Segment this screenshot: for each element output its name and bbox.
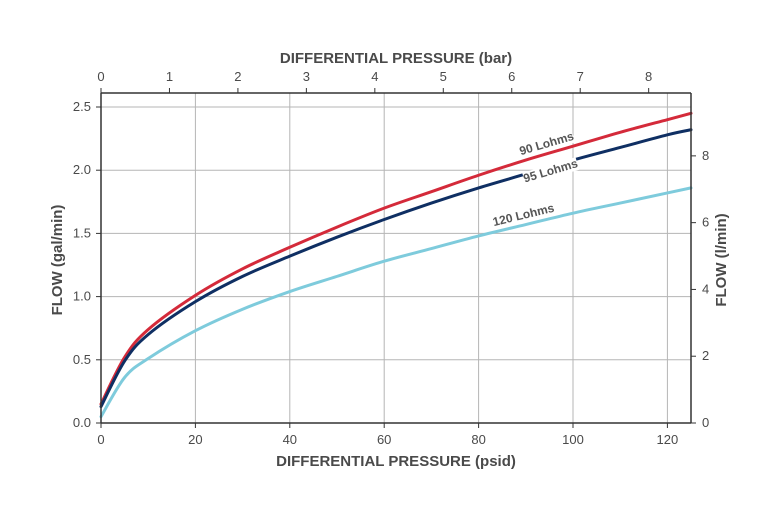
y-tick-label-right: 4 [702, 281, 709, 296]
x-tick-label-bottom: 20 [188, 432, 202, 447]
y-tick-label-left: 1.5 [73, 225, 91, 240]
x-tick-label-bottom: 0 [97, 432, 104, 447]
series-line-120-lohms [99, 186, 693, 419]
y-tick-label-right: 6 [702, 215, 709, 230]
x-tick-label-top: 8 [645, 69, 652, 84]
x-tick-label-top: 3 [303, 69, 310, 84]
x-tick-label-bottom: 40 [283, 432, 297, 447]
y-axis-title-left: FLOW (gal/min) [49, 205, 66, 316]
series-label-background [518, 129, 576, 159]
y-tick-label-left: 2.0 [73, 162, 91, 177]
axes [96, 88, 696, 428]
series-label: 95 Lohms [522, 156, 580, 185]
y-tick-label-left: 0.0 [73, 415, 91, 430]
x-tick-label-bottom: 100 [562, 432, 584, 447]
x-tick-label-top: 7 [577, 69, 584, 84]
y-axis-title-right: FLOW (l/min) [713, 213, 730, 306]
series-line-95-lohms [99, 128, 693, 409]
y-tick-label-right: 8 [702, 148, 709, 163]
x-tick-label-top: 2 [234, 69, 241, 84]
x-tick-label-top: 0 [97, 69, 104, 84]
series-label-background [492, 201, 556, 229]
x-tick-label-top: 1 [166, 69, 173, 84]
series-label-background [522, 157, 580, 186]
grid-lines [101, 93, 691, 423]
y-tick-label-left: 0.5 [73, 352, 91, 367]
x-tick-label-bottom: 120 [657, 432, 679, 447]
x-tick-label-top: 5 [440, 69, 447, 84]
x-tick-label-top: 6 [508, 69, 515, 84]
x-tick-label-bottom: 60 [377, 432, 391, 447]
y-tick-label-left: 2.5 [73, 99, 91, 114]
x-tick-label-top: 4 [371, 69, 378, 84]
x-axis-title-top: DIFFERENTIAL PRESSURE (bar) [280, 50, 512, 67]
series-line-90-lohms [99, 111, 693, 406]
x-tick-label-bottom: 80 [471, 432, 485, 447]
series-label-group: 95 Lohms [522, 156, 580, 185]
y-tick-label-right: 2 [702, 348, 709, 363]
x-axis-title-bottom: DIFFERENTIAL PRESSURE (psid) [276, 453, 516, 470]
y-tick-label-left: 1.0 [73, 289, 91, 304]
y-tick-label-right: 0 [702, 415, 709, 430]
